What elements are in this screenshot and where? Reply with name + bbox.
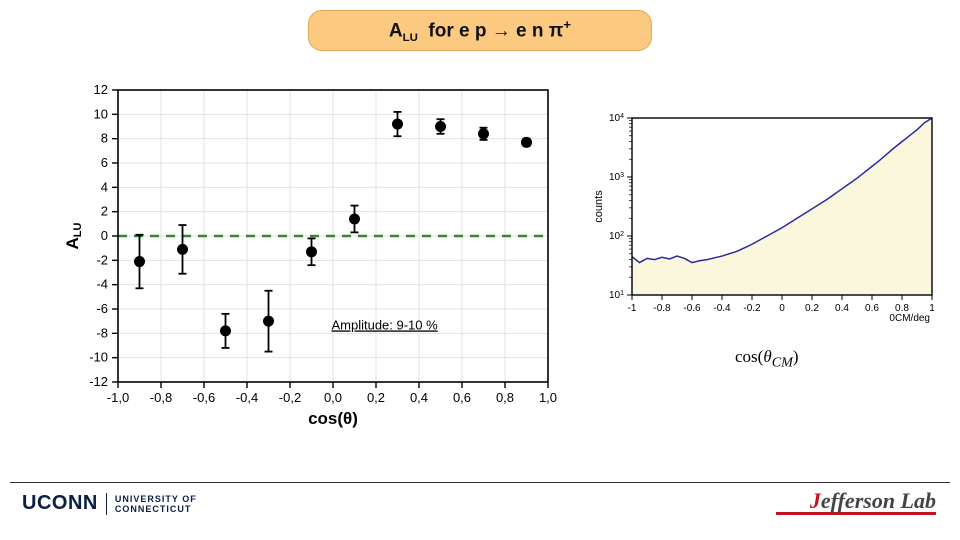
footer-bar: UCONN UNIVERSITY OFCONNECTICUT Jefferson… [0, 482, 960, 522]
jlab-logo: Jefferson Lab [776, 488, 936, 515]
svg-text:0: 0 [779, 303, 785, 314]
svg-text:104: 104 [609, 113, 624, 124]
svg-text:-10: -10 [89, 350, 108, 365]
svg-text:0.2: 0.2 [805, 303, 819, 314]
svg-text:8: 8 [101, 131, 108, 146]
svg-text:-0,4: -0,4 [236, 390, 258, 405]
svg-text:-1: -1 [628, 303, 637, 314]
right-chart-xlabel: cos(θCM) [735, 347, 799, 371]
svg-text:-1,0: -1,0 [107, 390, 129, 405]
svg-text:0CM/deg: 0CM/deg [889, 313, 930, 324]
svg-text:102: 102 [609, 231, 624, 242]
uconn-logo: UCONN UNIVERSITY OFCONNECTICUT [22, 492, 197, 515]
svg-text:-0,6: -0,6 [193, 390, 215, 405]
uconn-subtitle: UNIVERSITY OFCONNECTICUT [115, 494, 197, 514]
svg-text:-12: -12 [89, 374, 108, 389]
svg-text:0,0: 0,0 [324, 390, 342, 405]
svg-text:-0.2: -0.2 [743, 303, 761, 314]
svg-text:10: 10 [94, 106, 108, 121]
svg-text:0,4: 0,4 [410, 390, 428, 405]
svg-text:0,2: 0,2 [367, 390, 385, 405]
svg-text:2: 2 [101, 204, 108, 219]
svg-text:6: 6 [101, 155, 108, 170]
footer-divider [10, 482, 950, 483]
svg-text:-4: -4 [96, 277, 108, 292]
svg-text:0,8: 0,8 [496, 390, 514, 405]
svg-text:103: 103 [609, 172, 624, 183]
svg-text:4: 4 [101, 179, 108, 194]
uconn-wordmark: UCONN [22, 492, 98, 515]
svg-text:0.6: 0.6 [865, 303, 879, 314]
svg-text:ALU: ALU [63, 222, 84, 249]
svg-text:-6: -6 [96, 301, 108, 316]
svg-text:-8: -8 [96, 325, 108, 340]
slide-root: ALU for e p → e n π+ -1,0 -0,8 -0,6 -0,4 -0,… [0, 0, 960, 540]
svg-text:-2: -2 [96, 252, 108, 267]
jlab-wordmark: Jefferson Lab [776, 488, 936, 514]
slide-title: ALU for e p → e n π+ [308, 10, 652, 51]
svg-text:101: 101 [609, 290, 624, 301]
svg-text:cos(θ): cos(θ) [308, 409, 358, 428]
svg-text:0,6: 0,6 [453, 390, 471, 405]
svg-text:0: 0 [101, 228, 108, 243]
alu-scatter-chart: -1,0 -0,8 -0,6 -0,4 -0,2 0,0 0,2 0,4 0,6 0,8 1,0 -1… [60, 80, 560, 430]
svg-text:0.4: 0.4 [835, 303, 849, 314]
svg-text:-0.8: -0.8 [653, 303, 671, 314]
svg-text:1: 1 [929, 303, 935, 314]
svg-text:-0.6: -0.6 [683, 303, 701, 314]
svg-text:-0.4: -0.4 [713, 303, 731, 314]
svg-text:counts: counts [593, 190, 605, 223]
counts-log-chart: -1-0.8-0.6-0.4-0.200.20.40.60.8110110210… [590, 110, 940, 325]
svg-text:-0,8: -0,8 [150, 390, 172, 405]
svg-text:Amplitude: 9-10 %: Amplitude: 9-10 % [331, 317, 438, 332]
svg-text:12: 12 [94, 82, 108, 97]
svg-text:1,0: 1,0 [539, 390, 557, 405]
svg-text:-0,2: -0,2 [279, 390, 301, 405]
uconn-divider [106, 493, 107, 515]
